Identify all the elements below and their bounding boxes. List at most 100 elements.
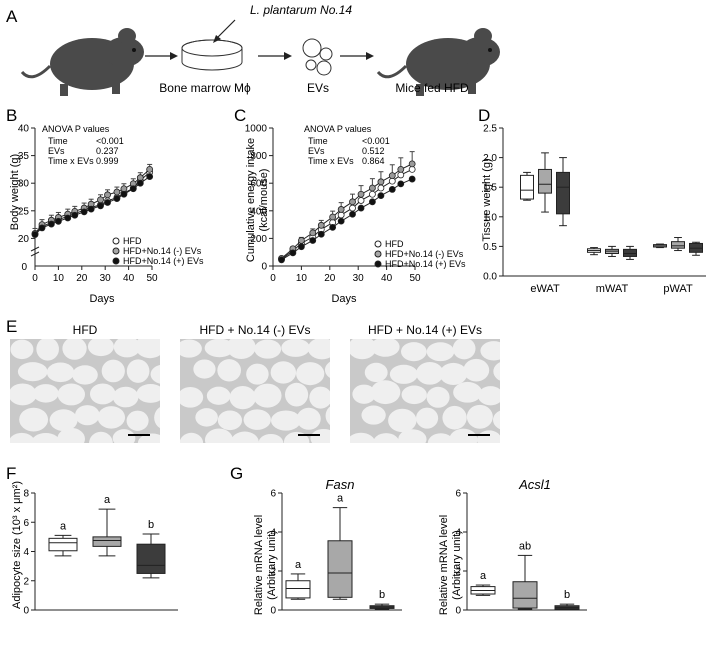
significance-letter: a [60, 520, 67, 532]
adipocyte-cell [284, 382, 309, 407]
y-tick-label: 40 [18, 124, 30, 135]
significance-letter: b [564, 589, 570, 601]
box [671, 241, 685, 249]
data-point [38, 224, 46, 232]
x-axis-label: Days [331, 293, 357, 305]
data-point [297, 243, 305, 251]
legend-label: HFD+No.14 (+) EVs [385, 259, 466, 269]
data-point [97, 196, 104, 204]
adipocyte-cell [253, 383, 282, 408]
data-point [309, 237, 317, 244]
data-point [146, 165, 154, 173]
anova-term: Time x EVs [308, 156, 354, 166]
box [520, 174, 534, 200]
adipocyte-cell [281, 339, 310, 357]
box [285, 580, 311, 599]
adipocyte-cell [426, 386, 450, 408]
data-point [397, 171, 405, 179]
data-point [397, 165, 405, 173]
x-tick-label: 30 [353, 273, 365, 284]
adipocyte-cell [310, 428, 330, 443]
adipocyte-cell [46, 362, 75, 383]
data-point [80, 208, 88, 216]
adipocyte-cell [89, 383, 116, 405]
adipocyte-cell [217, 410, 243, 431]
gene-title: Fasn [326, 477, 355, 492]
adipocyte-cell [204, 428, 233, 443]
adipocyte-cell [492, 410, 500, 430]
adipocyte-cell [31, 432, 61, 443]
y-tick-label: 1.0 [483, 212, 497, 223]
data-point [388, 186, 396, 193]
adipocyte-cell [361, 405, 386, 425]
histology-image [180, 339, 330, 443]
x-tick-label: 50 [409, 273, 421, 284]
data-point [146, 173, 154, 180]
data-point [136, 179, 144, 187]
panel-letter-g: G [230, 464, 243, 483]
gene-title: Acsl1 [518, 477, 551, 492]
legend-label: HFD+No.14 (-) EVs [385, 249, 464, 259]
x-tick-label: 40 [381, 273, 393, 284]
adipocyte-cell [10, 432, 36, 443]
panel-letter-f: F [6, 464, 16, 483]
adipocyte-cell [258, 433, 284, 443]
chart-tissue-weight: 0.0 0.5 1.0 1.5 2.0 2.5 eWAT mWAT pWAT Tissue we… [481, 124, 706, 295]
adipocyte-cell [72, 365, 98, 385]
adipocyte-cell [296, 407, 321, 430]
x-tick-label: 30 [100, 273, 112, 284]
data-point [377, 178, 385, 186]
adipocyte-cell [10, 339, 34, 360]
y-tick-label: 2.5 [483, 124, 497, 135]
anova-term: Time x EVs [48, 156, 94, 166]
x-tick-label: 40 [123, 273, 135, 284]
ev-icon [302, 38, 333, 76]
step-label-mice: Mice fed HFD [395, 81, 469, 95]
data-point [329, 213, 337, 221]
adipocyte-cell [477, 386, 500, 406]
step-label-evs: EVs [307, 81, 329, 95]
anova-p: 0.999 [96, 156, 119, 166]
data-point [31, 231, 39, 238]
data-point [297, 237, 305, 244]
data-point [377, 192, 385, 200]
data-point [388, 172, 396, 180]
y-tick-label: 400 [250, 206, 267, 217]
adipocyte-cell [401, 342, 427, 362]
histology-image [10, 339, 160, 443]
strain-arrow-head [213, 35, 221, 43]
adipocyte-cell [49, 409, 78, 432]
adipocyte-cell [126, 410, 149, 431]
data-point [129, 185, 137, 193]
adipocyte-cell [206, 386, 231, 405]
data-point [97, 202, 104, 210]
adipocyte-cell [135, 339, 160, 359]
schematic: L. plantarum No.14 Bone marrow Mϕ EVs Mi… [20, 3, 502, 98]
adipocyte-cell [126, 359, 150, 383]
adipocyte-cell [246, 363, 269, 385]
y-axis-label: Adipocyte size (10³ x μm²) [11, 481, 23, 609]
data-point [408, 160, 416, 168]
data-point [104, 199, 111, 206]
adipocyte-cell [270, 361, 297, 384]
step-label-macrophage: Bone marrow Mϕ [159, 81, 251, 95]
legend-label: HFD+No.14 (+) EVs [123, 256, 204, 266]
flow-arrow-head [284, 52, 292, 60]
adipocyte-cell [17, 362, 48, 382]
adipocyte-cell [230, 431, 259, 443]
adipocyte-cell [325, 406, 330, 425]
data-point [289, 249, 297, 257]
adipocyte-cell [463, 358, 490, 382]
adipocyte-cell [97, 406, 126, 429]
adipocyte-cell [296, 362, 325, 386]
adipocyte-cell [112, 386, 139, 408]
adipocyte-cell [427, 433, 454, 443]
legend-label: HFD [123, 236, 142, 246]
adipocyte-cell [62, 339, 87, 360]
adipocyte-cell [137, 433, 160, 443]
adipocyte-cell [452, 339, 476, 360]
data-point [104, 191, 111, 199]
adipocyte-cell [388, 408, 417, 433]
adipocyte-cell [33, 384, 59, 403]
